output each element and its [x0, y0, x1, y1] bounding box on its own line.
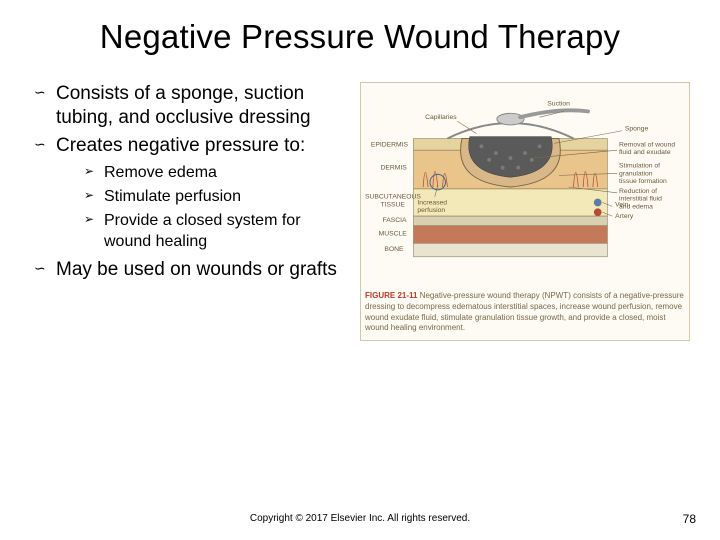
sub-item: Stimulate perfusion	[56, 187, 348, 208]
label-artery: Artery	[615, 213, 634, 220]
sub-list: Remove edema Stimulate perfusion Provide…	[56, 163, 348, 252]
label-removal-1: Removal of wound	[619, 141, 675, 148]
label-stim-2: granulation	[619, 170, 653, 177]
artery-shape	[594, 208, 602, 216]
vein-shape	[594, 199, 602, 207]
slide: Negative Pressure Wound Therapy Consists…	[0, 0, 720, 540]
anatomy-diagram: EPIDERMIS DERMIS SUBCUTANEOUS TISSUE FAS…	[365, 87, 685, 287]
bullet-text: Creates negative pressure to:	[56, 135, 305, 156]
sub-text: Stimulate perfusion	[104, 188, 241, 205]
sub-text: Provide a closed system for wound healin…	[104, 212, 301, 250]
content-row: Consists of a sponge, suction tubing, an…	[28, 82, 692, 341]
bone-layer	[413, 243, 607, 257]
bullet-item: Creates negative pressure to: Remove ede…	[28, 134, 348, 253]
bullet-text: May be used on wounds or grafts	[56, 259, 337, 280]
label-bone: BONE	[384, 246, 404, 253]
label-stim-3: tissue formation	[619, 178, 667, 185]
sub-item: Remove edema	[56, 163, 348, 184]
label-fascia: FASCIA	[382, 217, 407, 224]
label-removal-2: fluid and exudate	[619, 149, 671, 156]
bullet-item: May be used on wounds or grafts	[28, 258, 348, 282]
label-reduc-1: Reduction of	[619, 188, 657, 195]
label-subq-1: SUBCUTANEOUS	[365, 194, 421, 201]
bullet-column: Consists of a sponge, suction tubing, an…	[28, 82, 348, 341]
label-sponge: Sponge	[625, 126, 649, 133]
label-epidermis: EPIDERMIS	[371, 141, 409, 148]
label-vein: Vein	[615, 201, 628, 208]
figure-box: EPIDERMIS DERMIS SUBCUTANEOUS TISSUE FAS…	[360, 82, 690, 341]
bullet-text: Consists of a sponge, suction tubing, an…	[56, 83, 311, 128]
figure-column: EPIDERMIS DERMIS SUBCUTANEOUS TISSUE FAS…	[360, 82, 692, 341]
label-capillaries: Capillaries	[425, 114, 457, 121]
label-dermis: DERMIS	[381, 165, 408, 172]
label-subq-2: TISSUE	[381, 201, 406, 208]
page-title: Negative Pressure Wound Therapy	[28, 18, 692, 56]
copyright-footer: Copyright © 2017 Elsevier Inc. All right…	[0, 513, 720, 524]
figure-caption: FIGURE 21-11 Negative-pressure wound the…	[365, 291, 685, 334]
page-number: 78	[683, 512, 696, 526]
sub-text: Remove edema	[104, 164, 217, 181]
main-list: Consists of a sponge, suction tubing, an…	[28, 82, 348, 282]
fascia-layer	[413, 216, 607, 226]
muscle-layer	[413, 226, 607, 243]
sub-item: Provide a closed system for wound healin…	[56, 211, 348, 253]
label-incper-1: Increased	[417, 199, 447, 206]
label-suction: Suction	[547, 101, 570, 108]
label-incper-2: perfusion	[417, 207, 445, 214]
suction-port	[497, 113, 524, 125]
label-stim-1: Stimulation of	[619, 163, 660, 170]
bullet-item: Consists of a sponge, suction tubing, an…	[28, 82, 348, 130]
figure-number: FIGURE 21-11	[365, 291, 417, 300]
label-muscle: MUSCLE	[379, 230, 408, 237]
